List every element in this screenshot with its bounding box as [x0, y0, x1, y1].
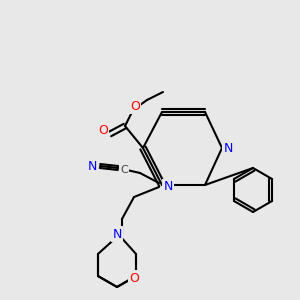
Text: N: N — [87, 160, 97, 172]
Text: N: N — [223, 142, 233, 154]
Text: O: O — [130, 100, 140, 112]
Text: O: O — [98, 124, 108, 137]
Text: C: C — [120, 165, 128, 175]
Text: N: N — [112, 227, 122, 241]
Text: O: O — [129, 272, 139, 284]
Text: N: N — [163, 181, 173, 194]
